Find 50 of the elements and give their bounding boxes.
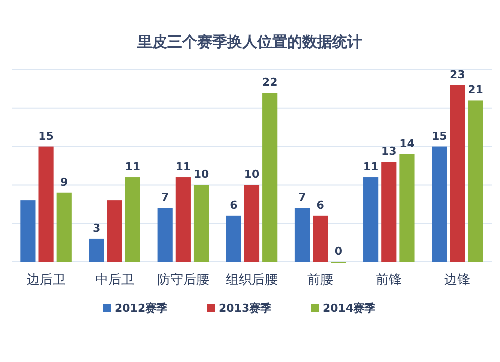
bar [294, 208, 310, 262]
data-label: 3 [92, 222, 101, 235]
data-label: 0 [334, 245, 343, 258]
bar [468, 100, 484, 262]
data-label: 11 [363, 160, 379, 174]
data-label: 10 [244, 168, 260, 182]
bar [38, 146, 54, 262]
bar [176, 178, 191, 262]
data-label: 7 [162, 191, 170, 204]
legend-label: 2012赛季 [115, 302, 169, 315]
x-tick-label: 前腰 [308, 273, 334, 288]
bar [107, 200, 122, 262]
data-label: 9 [60, 176, 68, 189]
bar [400, 154, 415, 262]
bar [450, 85, 466, 262]
x-tick-label: 边锋 [444, 273, 471, 288]
data-label: 11 [125, 160, 141, 174]
bar [244, 185, 260, 262]
bar [56, 192, 72, 262]
data-label: 11 [176, 160, 192, 174]
x-tick-label: 中后卫 [95, 273, 134, 288]
bar [262, 93, 278, 262]
data-label: 22 [262, 76, 278, 90]
bar [364, 178, 379, 262]
data-label: 10 [194, 168, 210, 182]
data-label: 21 [468, 84, 484, 97]
data-label: 15 [38, 130, 54, 143]
x-tick-label: 组织后腰 [226, 273, 278, 288]
data-label: 14 [400, 137, 416, 150]
bar [432, 146, 448, 262]
bar [20, 200, 36, 262]
bar [313, 216, 328, 262]
x-tick-label: 前锋 [376, 273, 402, 288]
x-tick-label: 边后卫 [26, 273, 66, 288]
legend-label: 2013赛季 [219, 302, 273, 315]
data-label: 13 [381, 145, 397, 158]
bar [158, 208, 173, 262]
bar [125, 178, 140, 262]
data-label: 6 [316, 198, 325, 212]
bar [226, 216, 242, 262]
chart-title: 里皮三个赛季换人位置的数据统计 [136, 33, 362, 51]
data-label: 6 [230, 198, 238, 212]
data-label: 15 [432, 130, 448, 143]
legend-label: 2014赛季 [323, 302, 377, 315]
x-tick-label: 防守后腰 [157, 273, 210, 288]
data-label: 23 [450, 68, 466, 82]
bar [194, 185, 210, 262]
bar [89, 238, 104, 262]
data-label: 7 [298, 191, 306, 204]
bar [382, 162, 397, 262]
